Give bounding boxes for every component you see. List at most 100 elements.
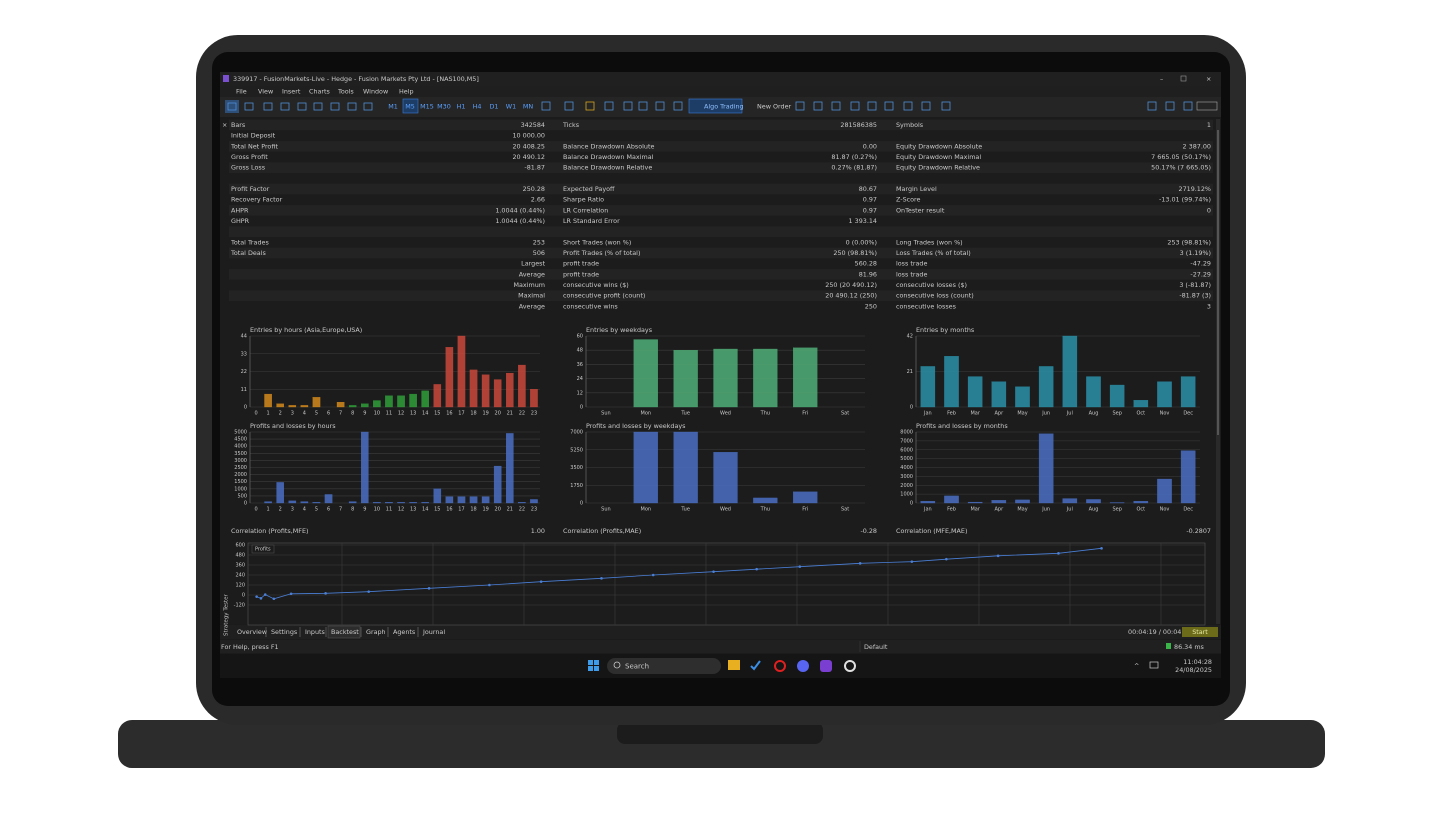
stat-label: Symbols: [896, 121, 924, 129]
algo-label[interactable]: Algo Trading: [704, 103, 744, 111]
stat-label: Loss Trades (% of total): [896, 249, 971, 257]
y-tick-label: 44: [241, 334, 247, 340]
stat-label: Bars: [231, 121, 246, 129]
x-tick-label: 4: [303, 507, 306, 513]
stat-value: 0.97: [863, 196, 877, 204]
menu-item[interactable]: Insert: [282, 88, 301, 96]
x-tick-label: 18: [470, 411, 476, 417]
x-tick-label: Thu: [760, 507, 770, 513]
x-tick-label: 21: [507, 507, 513, 513]
x-tick-label: 12: [398, 507, 404, 513]
menu-item[interactable]: File: [236, 88, 247, 96]
stat-label: consecutive losses: [896, 302, 957, 310]
start-label[interactable]: Start: [1192, 628, 1208, 636]
point: [255, 595, 258, 598]
x-tick-label: 11: [386, 411, 392, 417]
stats-row-bg: [229, 248, 1213, 259]
y-tick-label: 2500: [234, 465, 247, 471]
correlation-label: Correlation (Profits,MFE): [231, 527, 309, 535]
bar: [1015, 387, 1029, 407]
tab[interactable]: Graph: [366, 628, 386, 636]
close-report[interactable]: ×: [222, 121, 227, 129]
menu-item[interactable]: Charts: [309, 88, 331, 96]
menu-item[interactable]: View: [258, 88, 273, 96]
scrollbar-thumb[interactable]: [1217, 130, 1219, 435]
stat-label: Balance Drawdown Relative: [563, 164, 652, 172]
timeframe[interactable]: M15: [420, 103, 434, 111]
x-tick-label: 12: [398, 411, 404, 417]
y-tick-label: 60: [577, 334, 583, 340]
tab[interactable]: Journal: [422, 628, 445, 636]
menu-item[interactable]: Tools: [337, 88, 354, 96]
timeframe[interactable]: H4: [473, 103, 482, 111]
x-tick-label: 13: [410, 507, 416, 513]
stat-label: consecutive wins ($): [563, 281, 629, 289]
x-tick-label: 9: [363, 507, 366, 513]
y-tick-label: 500: [237, 493, 247, 499]
timeframe[interactable]: MN: [523, 103, 534, 111]
x-tick-label: Aug: [1089, 507, 1099, 513]
bar: [1015, 500, 1029, 503]
discord-icon[interactable]: [797, 660, 809, 672]
x-tick-label: Sat: [841, 411, 849, 417]
tab[interactable]: Overview: [237, 628, 267, 636]
tab[interactable]: Backtest: [331, 628, 359, 636]
close[interactable]: ×: [1206, 75, 1211, 83]
stat-label: consecutive losses ($): [896, 281, 967, 289]
stat-value: 253: [533, 238, 545, 246]
bar: [434, 489, 441, 503]
stat-value: -81.87 (3): [1179, 292, 1211, 300]
x-tick-label: 16: [446, 411, 452, 417]
bar: [422, 391, 429, 407]
timeframe[interactable]: M1: [388, 103, 398, 111]
bar: [506, 373, 513, 407]
timeframe[interactable]: M5: [405, 103, 415, 111]
point: [798, 565, 801, 568]
window-title: 339917 - FusionMarkets-Live - Hedge - Fu…: [233, 75, 479, 83]
new-order-label[interactable]: New Order: [757, 103, 792, 111]
bar: [470, 497, 477, 503]
stat-value: 0.97: [863, 206, 877, 214]
y-tick-label: 33: [241, 351, 247, 357]
stat-value: 3: [1207, 302, 1211, 310]
timeframe[interactable]: D1: [490, 103, 499, 111]
menu-item[interactable]: Help: [399, 88, 414, 96]
stat-value: -47.29: [1190, 260, 1211, 268]
stat-label: Short Trades (won %): [563, 238, 631, 246]
y-tick-label: 0: [580, 405, 583, 411]
y-tick-label: 4500: [234, 437, 247, 443]
y-tick-label: 4000: [234, 444, 247, 450]
search-label[interactable]: Search: [625, 663, 649, 671]
tray-arrow[interactable]: ^: [1134, 662, 1139, 670]
bar: [361, 432, 368, 503]
tab[interactable]: Agents: [393, 628, 416, 636]
explorer-icon[interactable]: [728, 660, 740, 670]
bar: [277, 404, 284, 407]
tab[interactable]: Settings: [271, 628, 298, 636]
app-icon-2[interactable]: [820, 660, 832, 672]
y-tick-label: 4000: [900, 465, 913, 471]
x-tick-label: 5: [315, 507, 318, 513]
x-tick-label: 1: [267, 411, 270, 417]
timeframe[interactable]: M30: [437, 103, 451, 111]
x-tick-label: 3: [291, 507, 294, 513]
tab[interactable]: Inputs: [305, 628, 326, 636]
bar: [518, 502, 525, 503]
minimize[interactable]: –: [1160, 75, 1163, 83]
x-tick-label: 20: [495, 507, 501, 513]
bar: [530, 389, 537, 407]
chart-title: Profits and losses by hours: [250, 422, 336, 430]
stat-value: 1.0044 (0.44%): [495, 217, 545, 225]
stat-label: Balance Drawdown Absolute: [563, 142, 654, 150]
ping-icon: [1166, 643, 1171, 649]
bar: [265, 394, 272, 407]
menu-item[interactable]: Window: [363, 88, 388, 96]
x-tick-label: Jul: [1066, 411, 1073, 417]
laptop-notch: [617, 722, 823, 744]
tool-active[interactable]: [225, 100, 239, 113]
timeframe[interactable]: W1: [506, 103, 516, 111]
y-tick-label: 360: [235, 563, 245, 569]
timeframe[interactable]: H1: [457, 103, 466, 111]
bar: [1157, 382, 1171, 407]
